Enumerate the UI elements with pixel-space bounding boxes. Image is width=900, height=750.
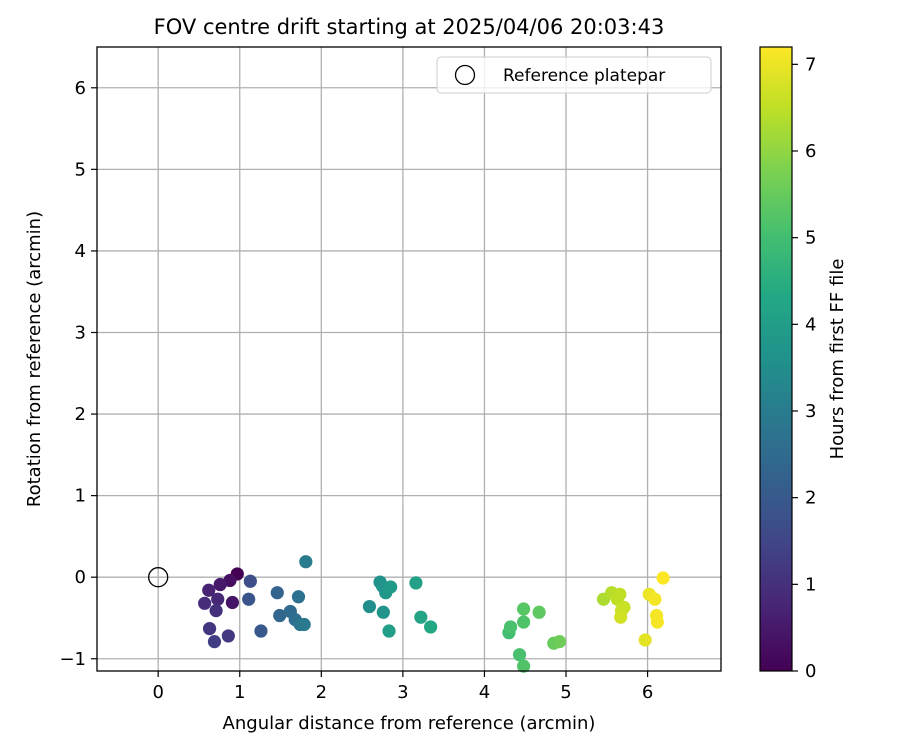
data-point: [382, 624, 396, 638]
data-point: [512, 648, 527, 662]
y-tick-label: 5: [75, 159, 86, 180]
y-tick-label: 4: [75, 241, 86, 262]
data-point: [225, 595, 240, 610]
data-point: [291, 590, 306, 604]
data-point: [270, 586, 284, 600]
data-point: [384, 580, 398, 594]
y-tick-label: −1: [59, 649, 86, 670]
data-point: [299, 555, 313, 569]
grid-lines: [97, 47, 721, 671]
data-point: [243, 574, 257, 588]
colorbar-label: Hours from first FF file: [827, 259, 848, 460]
x-tick-label: 5: [560, 682, 571, 703]
y-axis-ticks: −1 0 1 2 3 4 5 6: [59, 78, 97, 670]
data-point: [503, 620, 518, 634]
data-point: [414, 610, 428, 624]
colorbar-tick-label: 3: [805, 401, 816, 422]
x-tick-label: 3: [397, 682, 408, 703]
x-tick-label: 1: [234, 682, 245, 703]
x-axis-ticks: 0 1 2 3 4 5 6: [152, 671, 653, 703]
reference-platepar-marker: [148, 567, 169, 588]
data-point: [207, 635, 222, 649]
data-point: [613, 587, 627, 601]
legend: Reference platepar: [436, 56, 712, 94]
y-tick-label: 2: [75, 404, 86, 425]
x-tick-label: 0: [152, 682, 163, 703]
data-point: [254, 624, 268, 638]
y-tick-label: 0: [75, 567, 86, 588]
colorbar-tick-label: 0: [805, 661, 816, 682]
y-tick-label: 3: [75, 322, 86, 343]
data-point: [517, 615, 531, 629]
y-tick-label: 1: [75, 486, 86, 507]
data-point: [202, 621, 217, 636]
plot-frame: [96, 46, 722, 672]
chart-title: FOV centre drift starting at 2025/04/06 …: [154, 15, 665, 39]
y-tick-label: 6: [75, 78, 86, 99]
data-point: [211, 592, 225, 606]
data-points: [148, 555, 670, 673]
data-point: [517, 602, 531, 616]
data-point: [648, 592, 662, 606]
data-point: [362, 599, 377, 614]
data-point: [532, 605, 546, 619]
data-point: [213, 577, 227, 592]
data-point: [552, 635, 567, 649]
legend-label-reference: Reference platepar: [503, 66, 665, 86]
x-tick-label: 2: [316, 682, 327, 703]
data-point: [614, 610, 628, 624]
x-tick-label: 6: [642, 682, 653, 703]
colorbar: 0 1 2 3 4 5 6 7 Hours from first FF file: [759, 46, 848, 682]
data-point: [297, 617, 311, 632]
colorbar-tick-label: 6: [805, 141, 816, 162]
data-point: [656, 571, 670, 585]
data-point: [202, 583, 216, 597]
data-point: [376, 605, 390, 619]
data-point: [242, 592, 256, 606]
data-point: [209, 604, 223, 618]
x-tick-label: 4: [479, 682, 490, 703]
data-point: [221, 629, 235, 643]
colorbar-tick-label: 1: [805, 574, 816, 595]
colorbar-tick-label: 7: [805, 54, 816, 75]
data-point: [198, 596, 212, 610]
data-point: [273, 608, 287, 623]
data-point: [424, 620, 438, 634]
data-point: [517, 659, 531, 673]
colorbar-tick-label: 2: [805, 488, 816, 509]
colorbar-ticks: 0 1 2 3 4 5 6 7: [792, 54, 816, 682]
colorbar-tick-label: 4: [805, 314, 816, 335]
legend-marker-reference: [454, 64, 476, 86]
x-axis-title: Angular distance from reference (arcmin): [223, 713, 596, 734]
data-point: [638, 633, 652, 647]
colorbar-gradient: [759, 46, 793, 672]
legend-box: [436, 56, 712, 94]
data-point: [409, 576, 423, 590]
colorbar-tick-label: 5: [805, 228, 816, 249]
data-point: [650, 615, 664, 629]
y-axis-title: Rotation from reference (arcmin): [24, 211, 45, 507]
